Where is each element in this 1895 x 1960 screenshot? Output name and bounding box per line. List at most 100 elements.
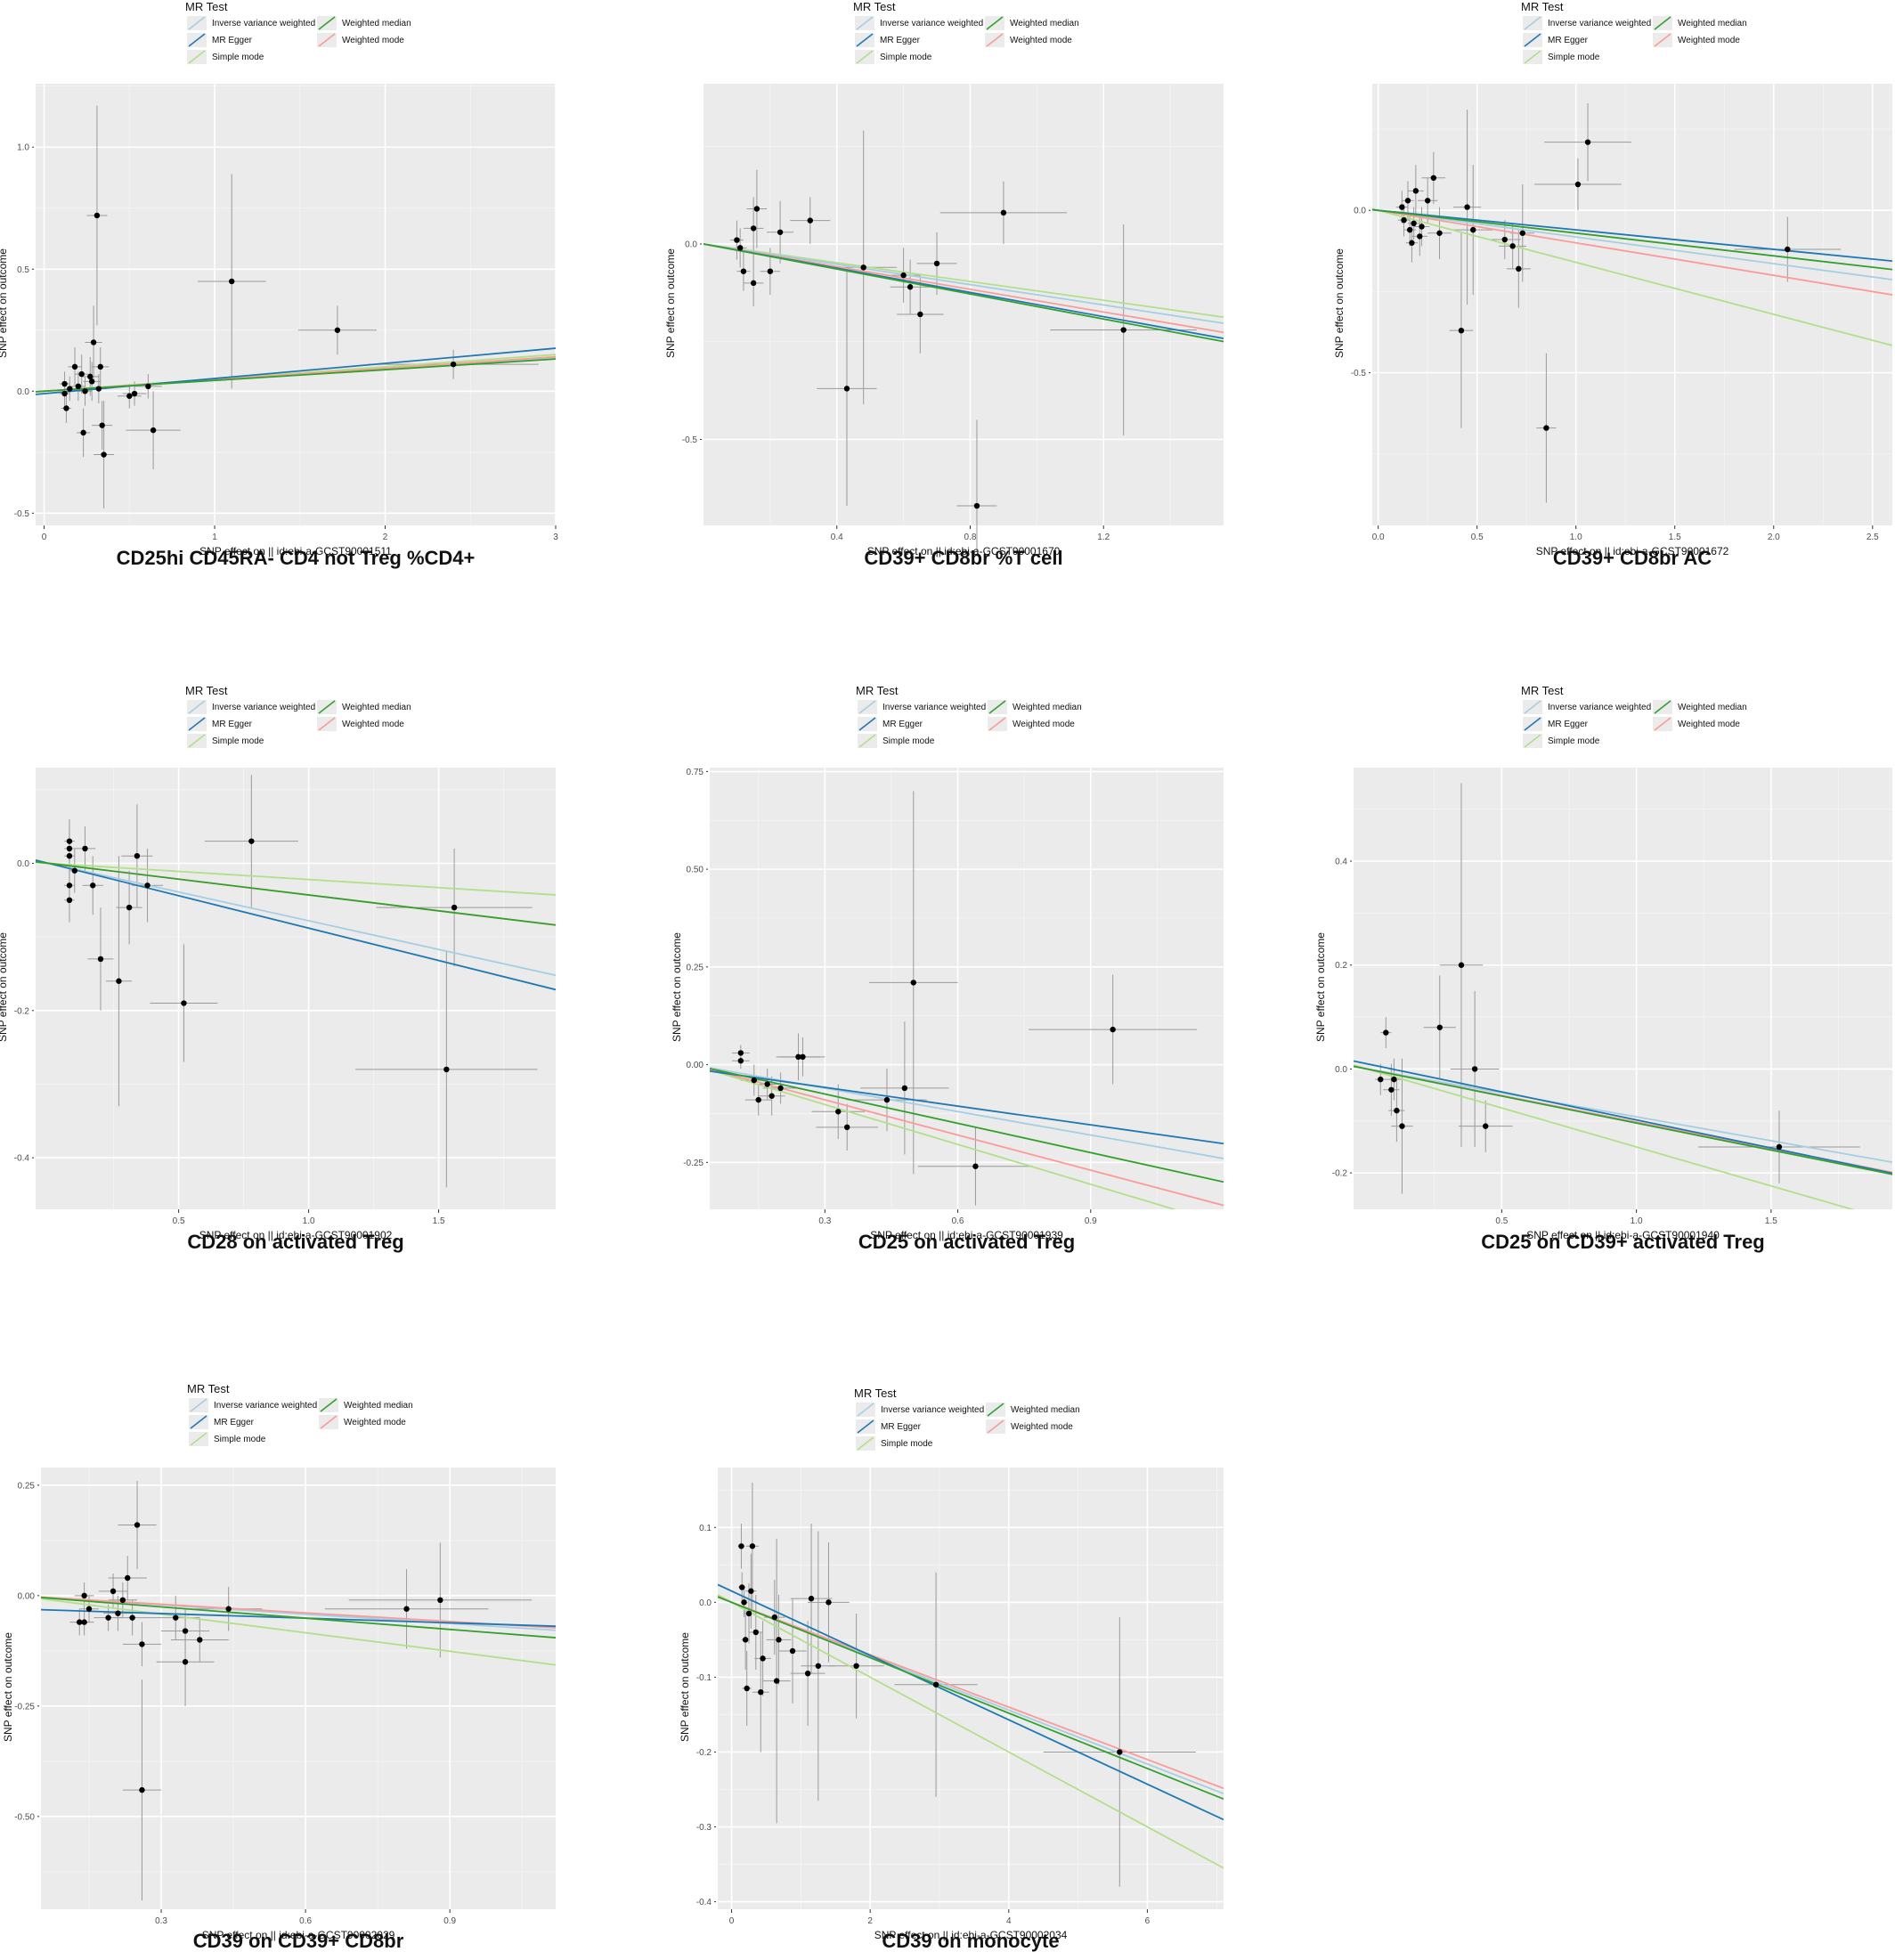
data-point xyxy=(145,383,151,390)
x-axis-label: SNP effect on || id:ebi-a-GCST90001940 xyxy=(1526,1229,1720,1241)
plot-background xyxy=(710,768,1224,1209)
legend-key xyxy=(985,16,1004,30)
data-point xyxy=(66,838,73,844)
legend-key xyxy=(858,717,877,731)
data-point xyxy=(197,1637,203,1643)
legend-item: Simple mode xyxy=(189,1432,265,1446)
y-tick-label: 0.1 xyxy=(699,1524,712,1533)
regression-line-inverse-variance-weighted xyxy=(1354,1065,1892,1164)
legend-item: Inverse variance weighted xyxy=(187,16,315,30)
y-tick-label: -0.25 xyxy=(14,1702,35,1712)
legend-key xyxy=(1653,16,1672,30)
legend-key xyxy=(988,700,1007,714)
x-tick-label: 4 xyxy=(1006,1916,1012,1926)
x-tick-label: 0.0 xyxy=(1372,533,1385,542)
data-point xyxy=(61,380,68,387)
y-tick-label: 0.25 xyxy=(687,963,704,972)
regression-line-inverse-variance-weighted xyxy=(1372,208,1892,281)
data-point xyxy=(1436,230,1443,236)
data-point xyxy=(1110,1026,1116,1033)
data-point xyxy=(1117,1749,1123,1755)
x-tick-label: 3 xyxy=(553,533,558,542)
legend-item: MR Egger xyxy=(189,1415,254,1429)
data-point xyxy=(1378,1076,1384,1083)
data-point xyxy=(917,311,923,318)
data-point xyxy=(758,1689,764,1696)
legend-item: Weighted mode xyxy=(319,1415,406,1429)
legend-key xyxy=(1653,700,1672,714)
scatter-plot: 0.5 1.0 1.5 xyxy=(36,768,556,1226)
data-point xyxy=(88,378,95,385)
scatter-plot: 0.3 0.6 0.9 xyxy=(41,1468,556,1926)
y-axis-label: SNP effect on outcome xyxy=(1333,248,1346,358)
legend-label: Weighted median xyxy=(1678,18,1747,28)
legend-key xyxy=(855,50,874,64)
regression-line-weighted-mode xyxy=(710,1068,1224,1207)
data-point xyxy=(1383,1029,1389,1036)
y-axis-label: SNP effect on outcome xyxy=(2,1632,14,1742)
legend-title: MR Test xyxy=(185,684,228,697)
data-point xyxy=(1458,327,1465,334)
data-point xyxy=(1388,1086,1395,1093)
legend-item: Weighted median xyxy=(317,700,411,714)
data-point xyxy=(1120,327,1126,333)
legend-key xyxy=(189,1432,208,1446)
data-point xyxy=(125,1574,131,1582)
regression-line-simple-mode xyxy=(718,1594,1224,1869)
x-axis-label: SNP effect on || id:ebi-a-GCST90001670 xyxy=(866,545,1061,557)
legend-item: MR Egger xyxy=(187,717,252,731)
data-point xyxy=(450,361,457,368)
legend-key xyxy=(187,33,207,47)
legend-item: Weighted median xyxy=(1653,16,1747,30)
y-tick-label: 0.75 xyxy=(687,768,704,777)
data-point xyxy=(826,1599,832,1606)
data-point xyxy=(883,1096,891,1103)
y-tick-label: -0.4 xyxy=(14,1154,30,1164)
data-point xyxy=(752,1629,759,1636)
data-point xyxy=(80,429,86,436)
x-tick-label: 0.5 xyxy=(1471,533,1484,542)
data-point xyxy=(776,1637,782,1643)
legend-label: Weighted median xyxy=(1010,18,1079,28)
plot-background xyxy=(41,1468,556,1909)
y-axis: -0.25 0.00 0.25 0.50 0.75 xyxy=(683,768,708,1168)
y-axis-label: SNP effect on outcome xyxy=(0,932,9,1042)
plot-background xyxy=(718,1468,1224,1909)
data-point xyxy=(181,1000,187,1006)
x-tick-label: 0.3 xyxy=(155,1916,167,1926)
legend-key xyxy=(317,700,337,714)
x-tick-label: 0.6 xyxy=(299,1916,312,1926)
plot-background xyxy=(1354,768,1892,1209)
regression-line-weighted-mode xyxy=(1372,208,1892,296)
data-point xyxy=(1399,204,1405,210)
y-tick-label: 0.0 xyxy=(1335,1065,1347,1075)
legend-key xyxy=(856,1419,875,1434)
legend-item: Weighted mode xyxy=(986,1419,1073,1434)
legend-key xyxy=(1653,33,1672,47)
legend-key xyxy=(187,700,207,714)
legend-key xyxy=(856,1436,875,1451)
legend-label: Weighted mode xyxy=(342,35,404,45)
legend-key xyxy=(187,734,207,748)
data-point xyxy=(71,867,77,874)
data-point xyxy=(1483,1123,1489,1129)
legend-item: Weighted median xyxy=(988,700,1082,714)
y-tick-label: 0.4 xyxy=(1335,858,1347,867)
y-tick-label: 0.00 xyxy=(18,1591,36,1601)
regression-line-weighted-mode xyxy=(718,1596,1224,1790)
data-point xyxy=(1516,265,1522,272)
data-point xyxy=(1419,224,1425,230)
legend-label: MR Egger xyxy=(881,1421,922,1432)
data-point xyxy=(738,1543,744,1549)
data-point xyxy=(66,897,73,903)
data-point xyxy=(1401,216,1407,224)
data-point xyxy=(1543,425,1549,431)
chart-title: CD39 on CD39+ CD8br xyxy=(192,1930,404,1952)
regression-line-weighted-median xyxy=(1354,1065,1892,1175)
legend-item: Inverse variance weighted xyxy=(858,700,986,714)
legend-label: Weighted mode xyxy=(1678,719,1740,729)
data-point xyxy=(139,1641,145,1647)
data-point xyxy=(789,1647,796,1655)
legend-label: Simple mode xyxy=(880,52,932,62)
data-point xyxy=(97,956,104,963)
